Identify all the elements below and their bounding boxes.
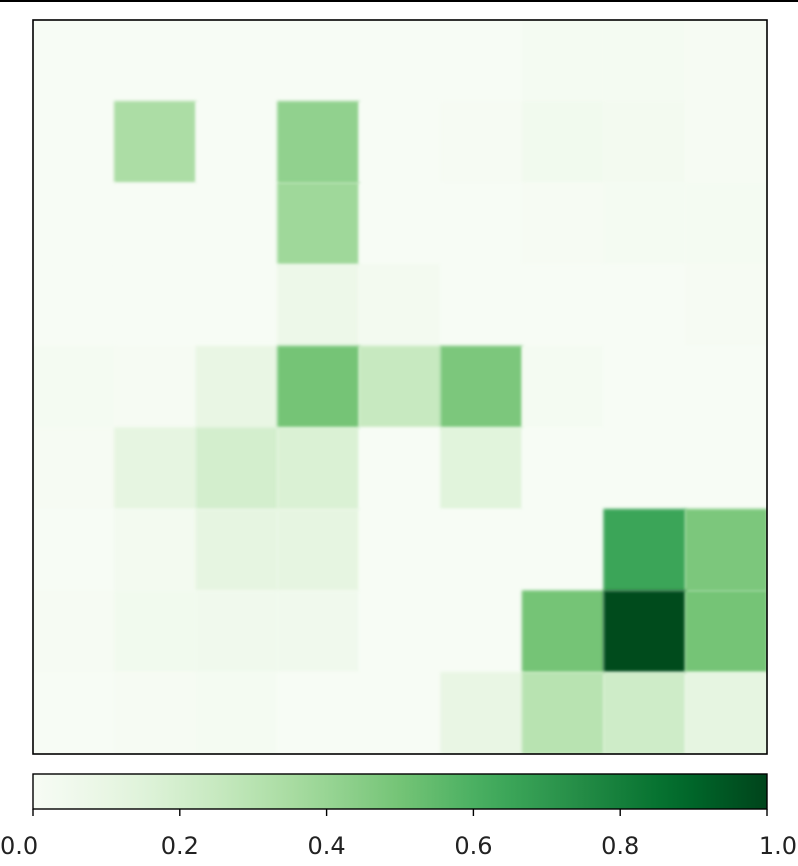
heatmap-cell (114, 590, 197, 673)
heatmap-cell (684, 182, 767, 266)
heatmap-cell (521, 20, 605, 103)
heatmap-cell (440, 345, 523, 429)
heatmap-cell (195, 101, 279, 184)
heatmap-frame (32, 19, 768, 755)
heatmap-cell (684, 101, 767, 184)
heatmap-cell (277, 182, 360, 266)
heatmap-cell (114, 345, 197, 429)
heatmap-cell (277, 427, 360, 510)
heatmap-cell (33, 590, 116, 673)
heatmap-cell (521, 671, 605, 754)
heatmap-cell (277, 20, 360, 103)
heatmap-cell (195, 671, 279, 754)
heatmap-cell (195, 264, 279, 347)
heatmap-cell (277, 590, 360, 673)
heatmap-cell (440, 101, 523, 184)
heatmap-cell (195, 345, 279, 429)
heatmap-cell (684, 427, 767, 510)
colorbar-tick-label: 0.6 (454, 832, 492, 860)
heatmap-cell (358, 671, 442, 754)
heatmap-cell (521, 345, 605, 429)
heatmap-cell (603, 264, 686, 347)
heatmap-cell (114, 427, 197, 510)
heatmap-cell (277, 671, 360, 754)
colorbar-tick-label: 0.2 (161, 832, 199, 860)
heatmap-cell (33, 345, 116, 429)
heatmap-cell (603, 671, 686, 754)
heatmap-cell (358, 427, 442, 510)
heatmap-cell (603, 101, 686, 184)
heatmap-cell (684, 590, 767, 673)
heatmap-cell (440, 20, 523, 103)
heatmap-cell (277, 508, 360, 592)
heatmap-cell (440, 590, 523, 673)
heatmap-cell (277, 101, 360, 184)
heatmap-cell (684, 264, 767, 347)
heatmap-cell (603, 590, 686, 673)
heatmap-cell (33, 671, 116, 754)
heatmap-cell (440, 671, 523, 754)
heatmap-cell (114, 20, 197, 103)
heatmap-cell (114, 508, 197, 592)
heatmap-cell (440, 427, 523, 510)
heatmap-cell (521, 427, 605, 510)
heatmap-cell (195, 508, 279, 592)
heatmap-cell (358, 264, 442, 347)
colorbar-tick-label: 0.4 (308, 832, 346, 860)
heatmap-cell (114, 671, 197, 754)
heatmap-cell (440, 264, 523, 347)
colorbar-ticks: 0.0 0.2 0.4 0.6 0.8 1.0 (0, 809, 797, 860)
heatmap-cell (358, 182, 442, 266)
heatmap-cell (684, 508, 767, 592)
heatmap-cell (603, 427, 686, 510)
heatmap-cell (195, 182, 279, 266)
heatmap-cell (277, 264, 360, 347)
heatmap-cell (521, 182, 605, 266)
heatmap-cell (684, 671, 767, 754)
heatmap-cell (114, 264, 197, 347)
top-rule (0, 0, 798, 2)
colorbar-tick-label: 0.0 (0, 832, 38, 860)
heatmap-cell (195, 20, 279, 103)
heatmap-cell (440, 182, 523, 266)
colorbar-tick-label: 0.8 (601, 832, 639, 860)
heatmap-cell (33, 264, 116, 347)
heatmap-cell (684, 345, 767, 429)
heatmap-cell (603, 345, 686, 429)
heatmap-cell (277, 345, 360, 429)
heatmap-cell (358, 345, 442, 429)
heatmap-cell (195, 590, 279, 673)
heatmap-cell (358, 20, 442, 103)
heatmap-cell (114, 182, 197, 266)
heatmap-cell (33, 182, 116, 266)
heatmap-cell (603, 20, 686, 103)
heatmap-cell (358, 590, 442, 673)
heatmap-cell (33, 20, 116, 103)
heatmap-cell (521, 264, 605, 347)
heatmap-cell (440, 508, 523, 592)
heatmap-cell (33, 427, 116, 510)
heatmap-cell (195, 427, 279, 510)
heatmap-cell (358, 101, 442, 184)
heatmap-cell (603, 508, 686, 592)
heatmap-cell (521, 101, 605, 184)
heatmap-cell (33, 508, 116, 592)
heatmap-cell (114, 101, 197, 184)
heatmap-cell (33, 101, 116, 184)
colorbar (32, 773, 768, 810)
heatmap-cell (358, 508, 442, 592)
heatmap-cells (33, 20, 767, 754)
heatmap-cell (684, 20, 767, 103)
heatmap-cell (521, 508, 605, 592)
heatmap-cell (603, 182, 686, 266)
heatmap-cell (521, 590, 605, 673)
colorbar-tick-label: 1.0 (759, 832, 797, 860)
